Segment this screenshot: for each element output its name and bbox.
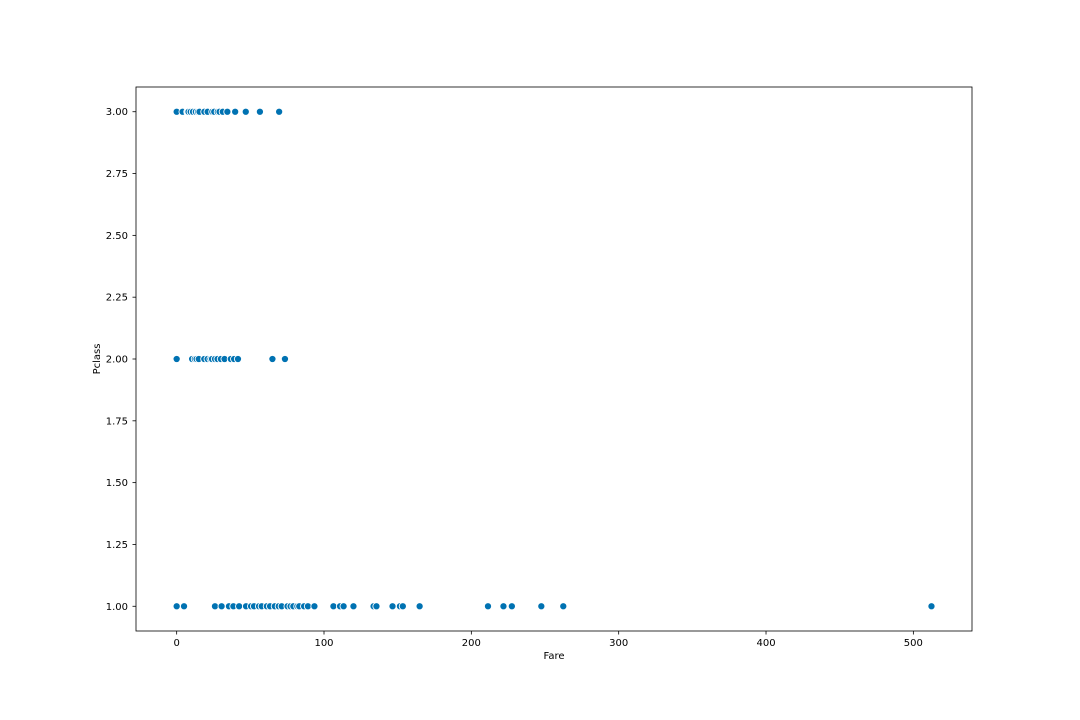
scatter-point (223, 107, 232, 116)
scatter-point (349, 602, 358, 611)
scatter-point (172, 602, 181, 611)
scatter-point (927, 602, 936, 611)
scatter-point (339, 602, 348, 611)
scatter-point (268, 354, 277, 364)
x-tick-label: 100 (314, 638, 333, 649)
scatter-point (537, 602, 546, 611)
x-tick-label: 500 (904, 638, 923, 649)
scatter-point (241, 107, 250, 116)
scatter-point (280, 354, 290, 364)
y-tick-label: 2.75 (106, 169, 128, 180)
x-axis-ticks: 0 100 200 300 400 500 (173, 631, 923, 649)
scatter-point (398, 602, 407, 611)
scatter-point (172, 354, 181, 364)
x-tick-label: 200 (462, 638, 481, 649)
scatter-point (507, 602, 516, 611)
y-tick-label: 1.00 (106, 602, 128, 613)
scatter-point (483, 602, 493, 611)
y-tick-label: 1.25 (106, 540, 128, 551)
y-tick-label: 2.00 (106, 355, 128, 366)
x-axis-label: Fare (543, 651, 564, 662)
scatter-point (415, 602, 424, 611)
plot-frame (135, 86, 973, 632)
y-tick-label: 3.00 (106, 107, 128, 118)
y-tick-label: 1.50 (106, 478, 128, 489)
scatter-point (210, 602, 220, 611)
data-points (172, 107, 936, 611)
scatter-point (499, 602, 508, 611)
scatter-point (231, 107, 240, 116)
scatter-point (217, 602, 226, 611)
x-tick-label: 0 (173, 638, 179, 649)
scatter-point (235, 602, 244, 611)
x-tick-label: 300 (609, 638, 628, 649)
x-tick-label: 400 (756, 638, 775, 649)
y-axis-ticks: 1.00 1.25 1.50 1.75 2.00 2.25 2.50 2.75 3.00 (106, 107, 136, 613)
y-axis-label: Pclass (92, 344, 103, 375)
y-tick-label: 2.50 (106, 231, 128, 242)
scatter-point (559, 602, 568, 611)
scatter-point (179, 602, 189, 611)
scatter-point (329, 602, 338, 611)
y-tick-label: 2.25 (106, 293, 128, 304)
scatter-point (310, 602, 319, 611)
scatter-point (233, 354, 243, 364)
y-tick-label: 1.75 (106, 416, 128, 427)
scatter-point (372, 602, 381, 611)
scatter-point (388, 602, 397, 611)
scatter-point (275, 107, 284, 116)
scatter-point (255, 107, 264, 116)
